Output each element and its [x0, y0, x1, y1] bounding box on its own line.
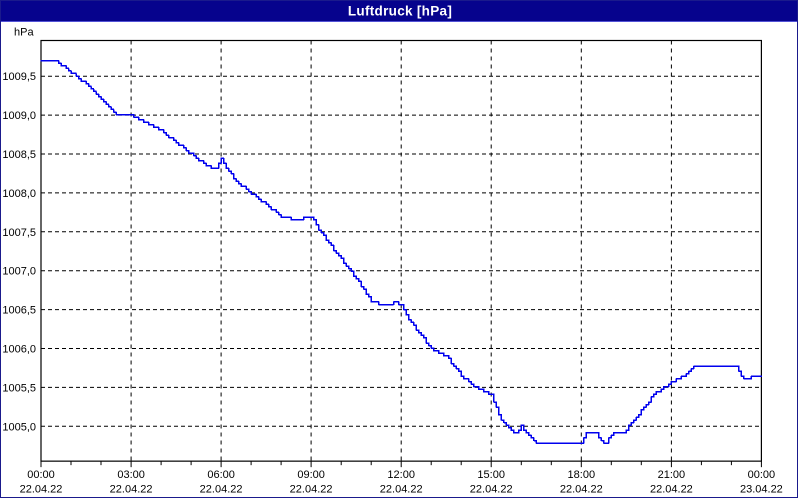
svg-text:22.04.22: 22.04.22: [650, 484, 693, 496]
svg-text:1008,0: 1008,0: [2, 188, 36, 200]
svg-text:03:00: 03:00: [117, 469, 145, 481]
svg-text:1008,5: 1008,5: [2, 149, 36, 161]
svg-text:22.04.22: 22.04.22: [380, 484, 423, 496]
svg-text:21:00: 21:00: [658, 469, 686, 481]
svg-text:hPa: hPa: [14, 27, 34, 39]
svg-text:1005,5: 1005,5: [2, 382, 36, 394]
svg-text:22.04.22: 22.04.22: [20, 484, 63, 496]
svg-text:1006,0: 1006,0: [2, 344, 36, 356]
svg-text:22.04.22: 22.04.22: [290, 484, 333, 496]
svg-text:1009,0: 1009,0: [2, 110, 36, 122]
svg-text:09:00: 09:00: [297, 469, 325, 481]
svg-text:15:00: 15:00: [477, 469, 505, 481]
svg-text:22.04.22: 22.04.22: [470, 484, 513, 496]
svg-text:1006,5: 1006,5: [2, 305, 36, 317]
svg-text:1009,5: 1009,5: [2, 71, 36, 83]
svg-text:12:00: 12:00: [387, 469, 415, 481]
svg-text:1007,5: 1007,5: [2, 227, 36, 239]
svg-text:1005,0: 1005,0: [2, 421, 36, 433]
svg-text:06:00: 06:00: [207, 469, 235, 481]
svg-text:23.04.22: 23.04.22: [740, 484, 783, 496]
svg-text:00:00: 00:00: [27, 469, 55, 481]
svg-text:22.04.22: 22.04.22: [560, 484, 603, 496]
svg-text:22.04.22: 22.04.22: [200, 484, 243, 496]
svg-text:22.04.22: 22.04.22: [110, 484, 153, 496]
svg-text:1007,0: 1007,0: [2, 266, 36, 278]
svg-text:18:00: 18:00: [568, 469, 596, 481]
svg-text:00:00: 00:00: [748, 469, 776, 481]
